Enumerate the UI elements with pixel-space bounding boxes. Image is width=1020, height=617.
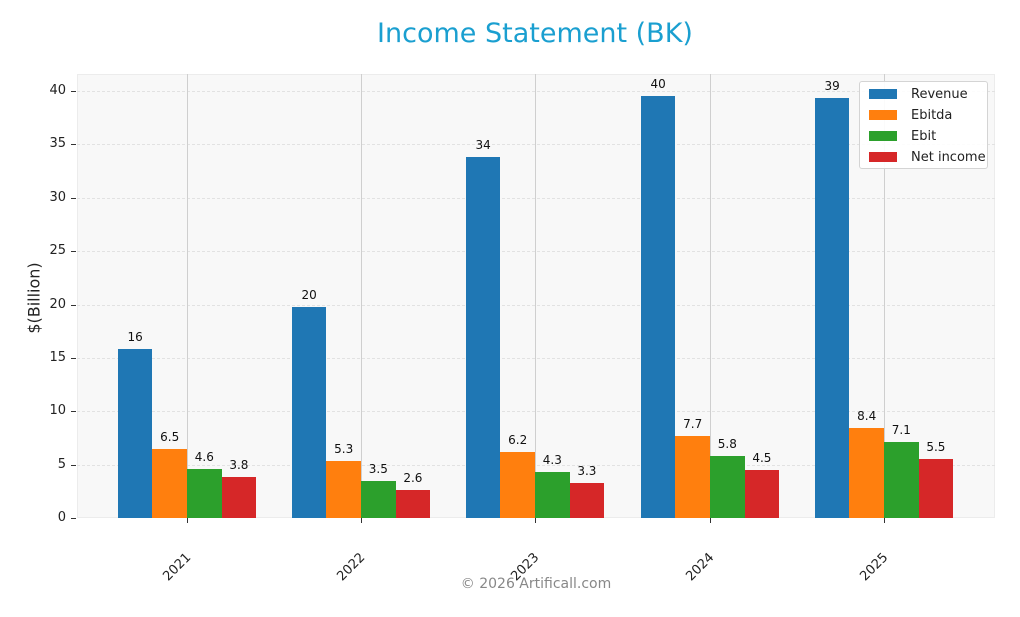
y-tick-label: 15 — [49, 349, 66, 365]
legend-label: Revenue — [911, 86, 968, 102]
legend-swatch — [869, 131, 897, 141]
legend-item-revenue: Revenue — [869, 84, 968, 104]
bar-revenue[interactable] — [117, 349, 153, 518]
bar-ebitda[interactable] — [675, 435, 710, 518]
legend-swatch — [869, 152, 897, 162]
bar-revenue[interactable] — [640, 96, 676, 518]
y-tick-label: 5 — [57, 456, 66, 472]
y-tick-mark — [71, 197, 76, 199]
y-tick-mark — [71, 144, 76, 146]
x-gridline — [361, 74, 362, 518]
y-tick-mark — [71, 518, 76, 519]
y-tick-mark — [71, 411, 76, 413]
bar-value-label: 2.6 — [403, 471, 423, 486]
y-tick-mark — [71, 357, 76, 359]
bar-value-label: 6.5 — [160, 429, 180, 444]
y-tick-mark — [71, 464, 76, 466]
x-gridline — [187, 74, 188, 518]
y-gridline — [77, 304, 995, 306]
bar-ebitda[interactable] — [849, 428, 884, 518]
y-tick-mark — [71, 91, 76, 92]
bar-value-label: 5.5 — [926, 440, 946, 455]
x-tick-mark — [710, 518, 711, 523]
x-tick-mark — [361, 518, 362, 523]
y-gridline — [77, 411, 995, 413]
legend-label: Ebit — [911, 128, 937, 144]
x-tick-mark — [884, 518, 885, 523]
bar-value-label: 3.8 — [229, 458, 249, 473]
bar-value-label: 4.3 — [542, 453, 562, 468]
x-tick-mark — [187, 518, 188, 523]
y-tick-mark — [71, 251, 76, 253]
bar-net-income[interactable] — [569, 482, 605, 518]
bar-ebitda[interactable] — [500, 451, 535, 518]
bar-ebit[interactable] — [361, 480, 396, 518]
y-tick-label: 20 — [49, 296, 66, 312]
legend-item-ebit: Ebit — [869, 126, 936, 146]
y-gridline — [77, 464, 995, 466]
y-gridline — [77, 251, 995, 253]
bar-value-label: 4.6 — [194, 449, 214, 464]
bar-revenue[interactable] — [465, 157, 501, 518]
bar-ebitda[interactable] — [152, 448, 187, 518]
bar-value-label: 34 — [475, 138, 491, 153]
bar-ebit[interactable] — [535, 472, 570, 518]
bar-value-label: 7.1 — [891, 423, 911, 438]
x-tick-mark — [535, 518, 536, 523]
legend-swatch — [869, 110, 897, 120]
bar-value-label: 5.8 — [717, 437, 737, 452]
legend: Revenue Ebitda Ebit Net income — [859, 81, 988, 169]
bar-value-label: 8.4 — [857, 409, 877, 424]
legend-item-net-income: Net income — [869, 147, 986, 167]
legend-label: Ebitda — [911, 107, 953, 123]
legend-swatch — [869, 89, 897, 99]
bar-value-label: 39 — [824, 79, 840, 94]
y-tick-label: 30 — [49, 189, 66, 205]
x-gridline — [535, 74, 536, 518]
bar-value-label: 16 — [127, 330, 143, 345]
y-gridline — [77, 197, 995, 199]
bar-value-label: 3.3 — [577, 463, 597, 478]
y-tick-label: 0 — [57, 510, 66, 525]
bar-ebit[interactable] — [884, 442, 919, 518]
bar-revenue[interactable] — [814, 98, 850, 518]
bar-net-income[interactable] — [918, 459, 954, 518]
y-gridline — [77, 357, 995, 359]
bar-value-label: 3.5 — [368, 461, 388, 476]
bar-ebitda[interactable] — [326, 461, 361, 518]
bar-net-income[interactable] — [221, 477, 257, 518]
y-tick-label: 40 — [49, 83, 66, 98]
bar-net-income[interactable] — [395, 490, 431, 518]
bar-value-label: 5.3 — [334, 442, 354, 457]
x-gridline — [710, 74, 711, 518]
legend-item-ebitda: Ebitda — [869, 105, 952, 125]
bar-net-income[interactable] — [744, 469, 780, 518]
y-gridline — [77, 91, 995, 92]
y-tick-label: 35 — [49, 136, 66, 152]
bar-value-label: 4.5 — [752, 450, 772, 465]
x-gridline — [884, 74, 885, 518]
y-tick-label: 10 — [49, 403, 66, 419]
bar-value-label: 7.7 — [683, 416, 703, 431]
bar-value-label: 40 — [650, 77, 666, 92]
bar-ebit[interactable] — [710, 456, 745, 518]
legend-label: Net income — [911, 149, 986, 165]
bar-value-label: 6.2 — [508, 432, 528, 447]
bar-value-label: 20 — [301, 287, 317, 302]
chart-title: Income Statement (BK) — [377, 18, 693, 49]
y-gridline — [77, 144, 995, 146]
y-tick-label: 25 — [49, 243, 66, 259]
footer-copyright: © 2026 Artificall.com — [460, 576, 612, 592]
bar-ebit[interactable] — [187, 468, 222, 518]
bar-revenue[interactable] — [291, 306, 327, 518]
y-tick-mark — [71, 304, 76, 306]
